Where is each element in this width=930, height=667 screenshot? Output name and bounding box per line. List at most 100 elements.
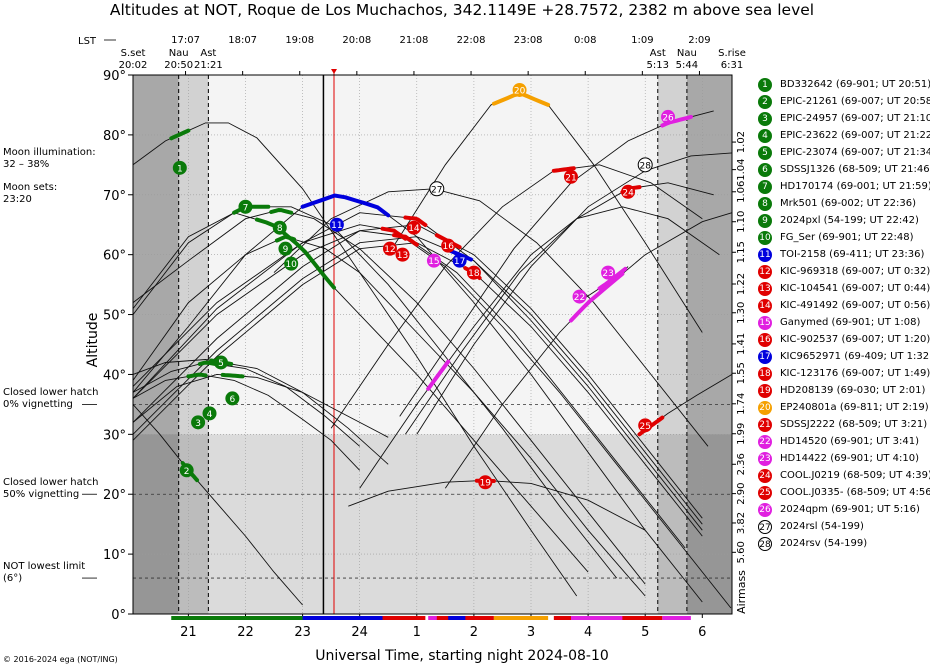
twilight-shading [133,75,732,614]
target-marker-label-8: 8 [277,224,283,234]
legend-item: 2 EPIC-21261 (69-007; UT 20:58) [758,93,930,110]
target-curve-2 [132,404,303,606]
target-marker-11 [329,217,344,232]
legend-marker: 9 [758,213,772,228]
legend-marker: 1 [758,77,772,92]
legend-marker: 14 [758,298,772,313]
schedule-bar-14 [405,616,426,620]
target-marker-label-19: 19 [480,479,492,489]
observation-segment-8 [269,207,294,215]
legend-marker: 16 [758,332,772,347]
schedule-bar-13 [393,616,417,620]
target-curve-28 [416,152,733,435]
target-marker-2 [179,463,194,478]
lst-tick-label: 1:09 [631,35,653,46]
legend-label: HD208139 (69-030; UT 2:01) [780,385,926,396]
target-marker-15 [426,253,441,268]
legend-marker: 28 [758,536,772,551]
plot-area [133,75,732,614]
observation-segment-11 [300,193,391,218]
target-marker-26 [661,109,676,124]
legend-label: KIC-969318 (69-007; UT 0:32) [780,266,930,277]
airmass-tick-label: 1.74 [736,393,747,415]
y-tick-label: 30° [103,428,126,443]
limit-lines [82,69,732,614]
observation-segment-15 [426,359,451,391]
legend-label: HD170174 (69-001; UT 21:59) [780,181,930,192]
target-marker-25 [638,418,653,433]
legend-marker: 26 [758,502,772,517]
target-curve-3 [132,373,361,471]
limit-label-0pct: Closed lower hatch 0% vignetting [3,387,99,410]
target-marker-6 [225,391,240,406]
target-marker-4 [202,406,217,421]
legend-item: 22 HD14520 (69-901; UT 3:41) [758,433,919,450]
legend-label: COOL.J0335- (68-509; UT 4:56) [780,487,930,498]
target-marker-24 [621,184,636,199]
target-marker-label-4: 4 [207,410,213,420]
airmass-axis-label: Airmass [735,570,748,614]
legend-item: 20 EP240801a (69-811; UT 2:19) [758,399,929,416]
target-marker-27 [429,181,445,197]
legend-label: KIC-123176 (69-007; UT 1:49) [780,368,930,379]
observation-segment-6 [220,372,245,379]
legend-label: EPIC-23074 (69-007; UT 21:34) [780,147,930,158]
target-marker-label-25: 25 [639,422,650,432]
limit-label-50pct: Closed lower hatch 50% vignetting [3,477,99,500]
target-curve-9 [132,236,646,597]
airmass-tick-label: 1.30 [736,302,747,324]
schedule-bar-12 [382,616,406,620]
legend-marker: 22 [758,434,772,449]
legend-item: 15 Ganymed (69-901; UT 1:08) [758,314,920,331]
target-marker-21 [563,169,578,184]
twilight-time: 5:44 [676,60,698,71]
legend-marker: 27 [758,519,772,534]
target-curve-27 [273,188,709,447]
observation-segment-3 [186,372,208,379]
twilight-morning-nautical [686,75,732,614]
target-marker-label-26: 26 [662,113,674,123]
airmass-tick-label: 1.10 [736,211,747,233]
legend-label: Mrk501 (69-002; UT 22:36) [780,198,916,209]
legend-item: 19 HD208139 (69-030; UT 2:01) [758,382,925,399]
target-marker-23 [601,265,616,280]
twilight-time: 21:21 [194,60,223,71]
legend-marker: 11 [758,247,772,262]
twilight-time: 20:02 [119,60,148,71]
axes: 0°10°20°30°40°50°60°70°80°90°21 22 23 24 1 2 3… [103,35,747,640]
legend-label: 2024qpm (69-901; UT 5:16) [780,504,920,515]
twilight-time: 20:50 [164,60,193,71]
target-curve-15 [359,206,720,489]
airmass-tick-label: 1.55 [736,362,747,384]
observation-segment-10 [254,217,336,290]
legend-label: HD14422 (69-901; UT 4:10) [780,453,920,464]
copyright-credit: © 2016-2024 ega (NOT/ING) [3,655,118,664]
legend-label: FG_Ser (69-901; UT 22:48) [780,232,914,243]
legend-marker: 7 [758,179,772,194]
target-marker-label-1: 1 [177,164,183,174]
observation-segment-1 [169,128,191,141]
observation-segment-21 [551,166,576,173]
moon-illumination-label: Moon illumination: [3,147,96,158]
airmass-tick-label: 1.02 [736,131,747,153]
y-tick-label: 70° [103,189,126,204]
target-marker-label-24: 24 [622,188,634,198]
moon-sets-value: 23:20 [3,194,32,205]
y-tick-label: 20° [103,488,126,503]
target-marker-label-16: 16 [442,242,454,252]
legend-label: KIC-104541 (69-007; UT 0:44) [780,283,930,294]
target-marker-label-11: 11 [331,221,342,231]
current-time-marker [330,69,337,74]
y-tick-label: 50° [103,309,126,324]
target-marker-label-7: 7 [243,203,249,213]
legend-item: 3 EPIC-24957 (69-007; UT 21:10) [758,110,930,127]
legend-item: 24 COOL.J0219 (68-509; UT 4:39) [758,467,930,484]
y-tick-label: 90° [103,69,126,84]
target-marker-9 [278,241,293,256]
target-curve-7 [132,206,618,579]
x-tick-label: 2 [470,625,478,640]
twilight-time: 6:31 [721,60,743,71]
y-tick-label: 0° [111,608,126,623]
legend-item: 10 FG_Ser (69-901; UT 22:48) [758,229,914,246]
target-marker-label-27: 27 [431,185,442,195]
